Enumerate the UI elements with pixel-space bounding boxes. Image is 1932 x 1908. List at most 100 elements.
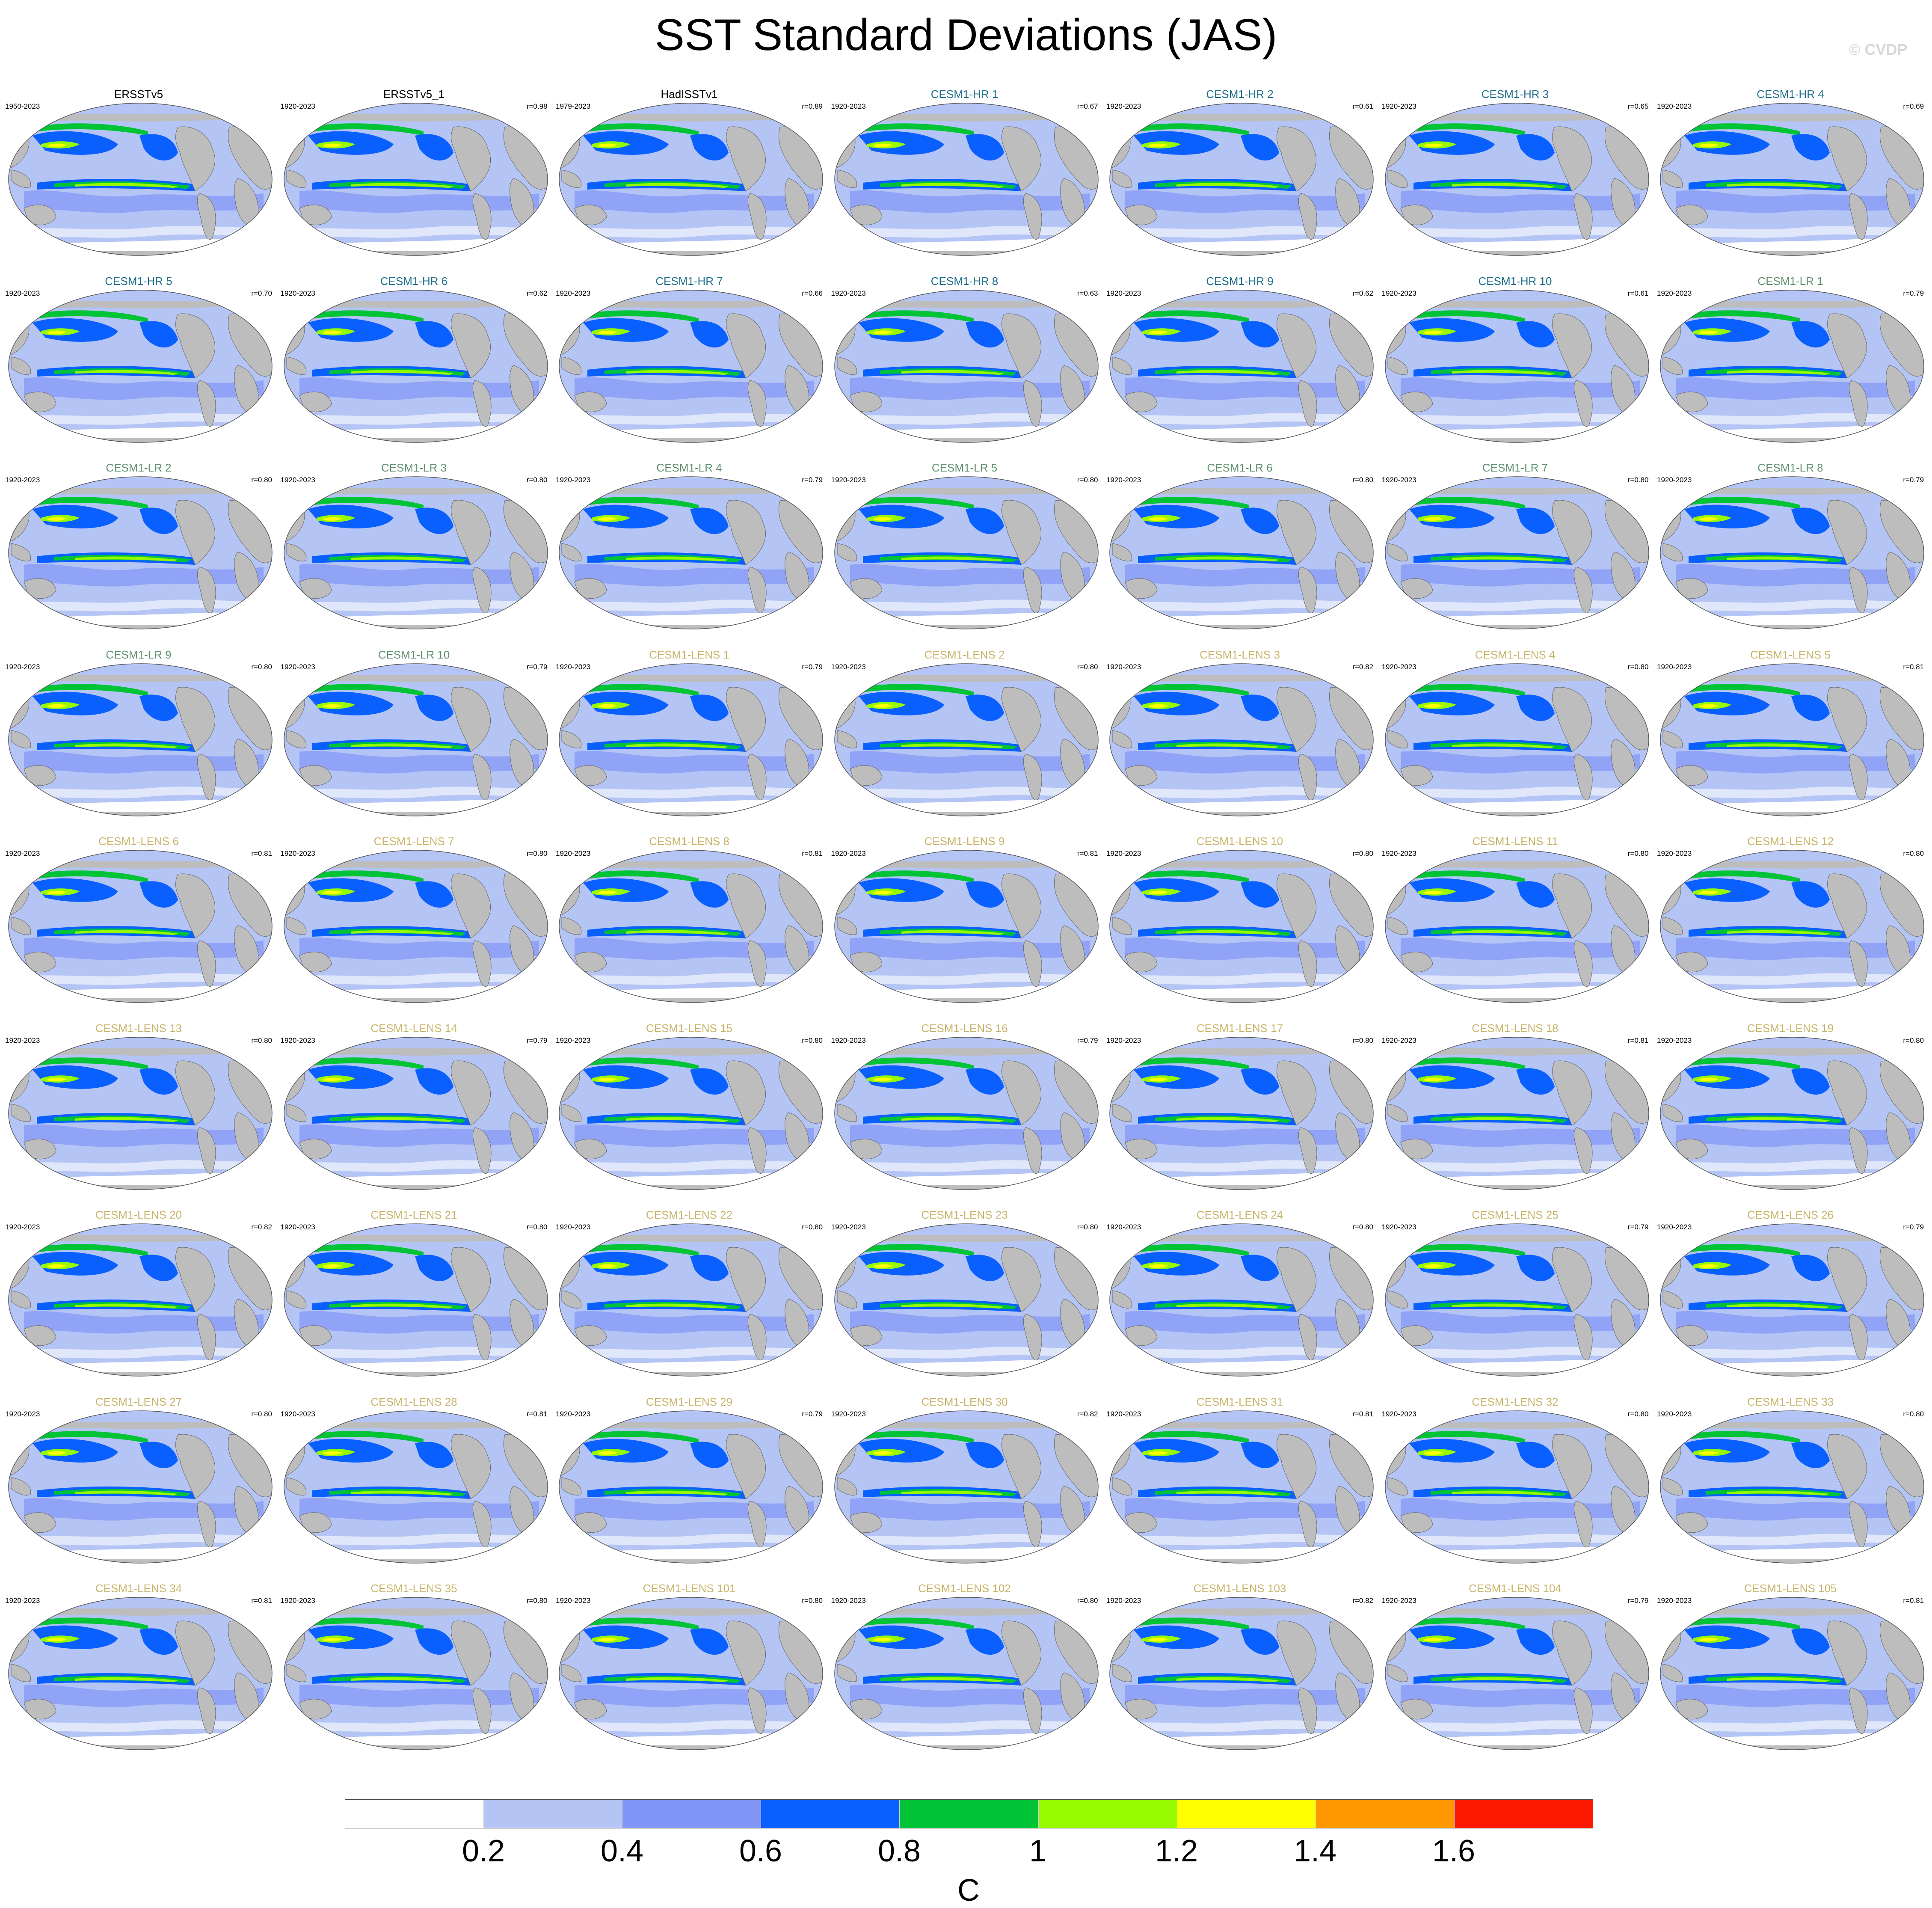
world-map: [834, 289, 1099, 443]
panel-title: CESM1-LR 3: [381, 461, 447, 474]
panel-correlation: r=0.63: [1077, 289, 1098, 297]
world-map: [834, 1597, 1099, 1750]
panel-title: CESM1-LR 2: [106, 461, 172, 474]
panel-correlation: r=0.80: [526, 1596, 548, 1605]
panel-title: CESM1-HR 2: [1206, 88, 1274, 101]
panel-correlation: r=0.80: [1903, 1036, 1924, 1045]
world-map: [1109, 1597, 1374, 1750]
map-panel: CESM1-LENS 104 1920-2023 r=0.79: [1378, 1582, 1652, 1762]
panel-correlation: r=0.79: [802, 662, 823, 671]
panel-correlation: r=0.80: [1352, 476, 1373, 484]
panel-title: CESM1-HR 7: [655, 274, 723, 288]
panel-correlation: r=0.80: [526, 849, 548, 858]
panel-correlation: r=0.89: [802, 102, 823, 110]
panel-title: CESM1-LENS 9: [924, 835, 1005, 848]
panel-years: 1920-2023: [5, 1596, 40, 1605]
page-title: SST Standard Deviations (JAS): [655, 10, 1277, 60]
panel-years: 1920-2023: [1657, 289, 1692, 297]
map-panel: CESM1-HR 7 1920-2023 r=0.66: [552, 275, 826, 454]
map-panel: CESM1-LENS 16 1920-2023 r=0.79: [828, 1022, 1102, 1202]
panel-title: CESM1-LENS 104: [1469, 1582, 1562, 1595]
panel-years: 1920-2023: [5, 1223, 40, 1231]
world-map: [283, 1410, 548, 1564]
panel-years: 1920-2023: [1381, 102, 1416, 110]
colorbar-tick-label: 1.6: [1432, 1834, 1476, 1868]
panel-correlation: r=0.80: [1903, 1409, 1924, 1418]
panel-title: CESM1-LENS 24: [1196, 1208, 1283, 1221]
map-panel: CESM1-LENS 25 1920-2023 r=0.79: [1378, 1208, 1652, 1388]
colorbar-box: [900, 1800, 1039, 1828]
colorbar-box: [345, 1800, 484, 1828]
map-panel: CESM1-LENS 11 1920-2023 r=0.80: [1378, 835, 1652, 1015]
panel-title: CESM1-HR 8: [930, 274, 999, 288]
world-map: [8, 476, 273, 629]
map-panel: CESM1-LR 1 1920-2023 r=0.79: [1653, 275, 1927, 454]
copyright-watermark: © CVDP: [1849, 41, 1908, 58]
map-panel: CESM1-LENS 30 1920-2023 r=0.82: [828, 1395, 1102, 1575]
world-map: [1384, 1223, 1649, 1377]
panel-correlation: r=0.81: [251, 1596, 272, 1605]
panel-correlation: r=0.80: [802, 1596, 823, 1605]
panel-correlation: r=0.80: [1352, 1223, 1373, 1231]
map-panel: CESM1-LENS 28 1920-2023 r=0.81: [277, 1395, 551, 1575]
map-panel: CESM1-LENS 105 1920-2023 r=0.81: [1653, 1582, 1927, 1762]
map-panel: CESM1-LENS 35 1920-2023 r=0.80: [277, 1582, 551, 1762]
colorbar-tick-label: 0.2: [462, 1834, 505, 1868]
panel-correlation: r=0.79: [526, 1036, 548, 1045]
panel-correlation: r=0.80: [1077, 662, 1098, 671]
panel-title: CESM1-HR 1: [930, 88, 999, 101]
map-panel: CESM1-HR 4 1920-2023 r=0.69: [1653, 88, 1927, 267]
panel-years: 1920-2023: [831, 102, 866, 110]
panel-correlation: r=0.62: [1352, 289, 1373, 297]
panel-years: 1920-2023: [831, 1409, 866, 1418]
panel-years: 1920-2023: [5, 476, 40, 484]
panel-years: 1920-2023: [1657, 1409, 1692, 1418]
world-map: [559, 1597, 823, 1750]
panel-years: 1920-2023: [831, 1223, 866, 1231]
panel-correlation: r=0.80: [1352, 1036, 1373, 1045]
panel-years: 1920-2023: [1381, 1409, 1416, 1418]
map-panel: CESM1-LENS 6 1920-2023 r=0.81: [2, 835, 276, 1015]
panel-correlation: r=0.65: [1627, 102, 1649, 110]
map-panel: CESM1-HR 1 1920-2023 r=0.67: [828, 88, 1102, 267]
panel-correlation: r=0.81: [1903, 1596, 1924, 1605]
world-map: [1660, 103, 1924, 256]
colorbar-tick-label: 1: [1029, 1834, 1047, 1868]
panel-correlation: r=0.80: [1627, 1409, 1649, 1418]
panel-title: CESM1-LENS 34: [95, 1582, 182, 1595]
panel-years: 1920-2023: [280, 1409, 315, 1418]
map-panel: CESM1-LENS 23 1920-2023 r=0.80: [828, 1208, 1102, 1388]
panel-correlation: r=0.79: [1903, 1223, 1924, 1231]
panel-years: 1920-2023: [1657, 102, 1692, 110]
world-map: [559, 476, 823, 629]
panel-correlation: r=0.82: [1352, 1596, 1373, 1605]
world-map: [559, 103, 823, 256]
panel-correlation: r=0.80: [251, 662, 272, 671]
panel-years: 1920-2023: [556, 289, 591, 297]
panel-years: 1920-2023: [1381, 476, 1416, 484]
world-map: [1660, 1036, 1924, 1190]
world-map: [1384, 1036, 1649, 1190]
panel-correlation: r=0.80: [526, 1223, 548, 1231]
map-panel: CESM1-LENS 22 1920-2023 r=0.80: [552, 1208, 826, 1388]
world-map: [1384, 850, 1649, 1003]
panel-years: 1920-2023: [1381, 662, 1416, 671]
panel-title: CESM1-LENS 30: [921, 1395, 1008, 1408]
world-map: [1384, 1597, 1649, 1750]
panel-correlation: r=0.79: [1627, 1596, 1649, 1605]
panel-correlation: r=0.80: [251, 476, 272, 484]
world-map: [8, 103, 273, 256]
panel-years: 1920-2023: [556, 1036, 591, 1045]
panel-title: CESM1-HR 4: [1757, 88, 1824, 101]
panel-title: CESM1-LENS 12: [1747, 835, 1834, 848]
panel-years: 1920-2023: [556, 1596, 591, 1605]
map-panel: CESM1-HR 2 1920-2023 r=0.61: [1103, 88, 1377, 267]
panel-correlation: r=0.70: [251, 289, 272, 297]
panel-title: CESM1-LR 5: [931, 461, 998, 474]
panel-title: CESM1-LENS 16: [921, 1021, 1008, 1035]
panel-correlation: r=0.79: [1627, 1223, 1649, 1231]
panel-years: 1920-2023: [280, 1596, 315, 1605]
map-panel: CESM1-LENS 27 1920-2023 r=0.80: [2, 1395, 276, 1575]
panel-title: CESM1-LENS 20: [95, 1208, 182, 1221]
world-map: [8, 1223, 273, 1377]
